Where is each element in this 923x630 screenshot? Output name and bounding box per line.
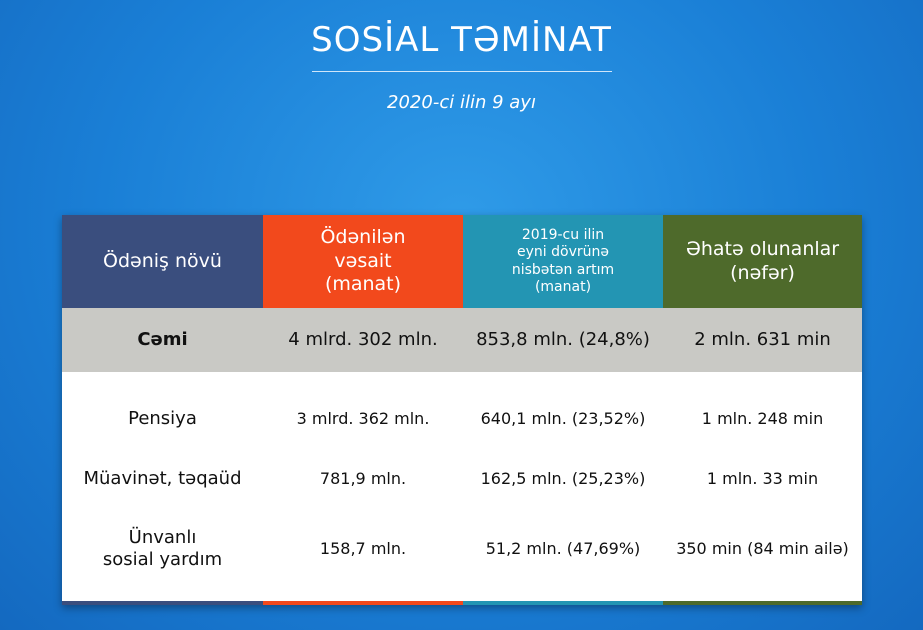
- table: Ödəniş növü Ödənilən vəsait (manat) 2019-cu …: [62, 215, 862, 605]
- cell-text: 781,9 mln.: [319, 469, 407, 488]
- header-bg: [463, 215, 663, 308]
- cell-text: 158,7 mln.: [319, 539, 407, 558]
- title-rule: [312, 71, 612, 72]
- table-cell: 51,2 mln. (47,69%): [463, 509, 663, 589]
- cell-text: Cəmi: [137, 328, 188, 350]
- cell-text: sosial yardım: [102, 549, 223, 570]
- column-foot: [263, 601, 463, 605]
- header-bg: [263, 215, 463, 308]
- header-text: (nəfər): [730, 261, 795, 284]
- table-cell: 853,8 mln. (24,8%): [463, 308, 663, 372]
- body-bg: [62, 372, 862, 605]
- header-text: vəsait: [334, 249, 392, 272]
- header-bg: [62, 215, 263, 308]
- column-foot: [62, 601, 263, 605]
- column-foot: [663, 601, 862, 605]
- table-cell: 3 mlrd. 362 mln.: [263, 389, 463, 449]
- header-bg: [663, 215, 862, 308]
- cell-text: 350 min (84 min ailə): [676, 539, 849, 558]
- cell-text: 162,5 mln. (25,23%): [480, 469, 646, 488]
- header-cell: Ödəniş növü: [62, 215, 263, 308]
- table-cell: Pensiya: [62, 389, 263, 449]
- header-text: eyni dövrünə: [517, 244, 609, 260]
- header-cell: 2019-cu ilin eyni dövrünə nisbətən artım (m…: [463, 215, 663, 308]
- table-cell: 1 mln. 248 min: [663, 389, 862, 449]
- cell-text: Pensiya: [128, 407, 197, 429]
- cell-text: 1 mln. 248 min: [701, 409, 824, 428]
- title: SOSİAL TƏMİNAT: [311, 20, 612, 60]
- table-cell: 2 mln. 631 min: [663, 308, 862, 372]
- header-text: (manat): [534, 279, 592, 295]
- header-text: Əhatə olunanlar: [685, 237, 840, 260]
- header-text: (manat): [324, 273, 402, 296]
- cell-text: 1 mln. 33 min: [706, 469, 819, 488]
- column-foot: [463, 601, 663, 605]
- table-cell: Müavinət, təqaüd: [62, 449, 263, 509]
- table-cell: 162,5 mln. (25,23%): [463, 449, 663, 509]
- table-cell: 1 mln. 33 min: [663, 449, 862, 509]
- cell-text: Müavinət, təqaüd: [83, 467, 242, 489]
- total-row-bg: [62, 308, 862, 372]
- cell-text: 853,8 mln. (24,8%): [476, 328, 650, 350]
- table-cell: Ünvanlı sosial yardım: [62, 509, 263, 589]
- cell-text: Ünvanlı: [128, 526, 197, 548]
- header-text: nisbətən artım: [511, 261, 615, 278]
- cell-text: 51,2 mln. (47,69%): [485, 539, 641, 558]
- cell-text: 640,1 mln. (23,52%): [480, 409, 646, 428]
- table-cell: 640,1 mln. (23,52%): [463, 389, 663, 449]
- table-cell: 781,9 mln.: [263, 449, 463, 509]
- table-cell: 4 mlrd. 302 mln.: [263, 308, 463, 372]
- cell-text: 2 mln. 631 min: [694, 328, 831, 350]
- header-text: Ödənilən: [320, 225, 406, 248]
- cell-text: 3 mlrd. 362 mln.: [296, 409, 430, 428]
- header-text: 2019-cu ilin: [521, 226, 605, 243]
- table-cell: 158,7 mln.: [263, 509, 463, 589]
- header-cell: Ödənilən vəsait (manat): [263, 215, 463, 308]
- header-cell: Əhatə olunanlar (nəfər): [663, 215, 862, 308]
- table-cell: 350 min (84 min ailə): [663, 509, 862, 589]
- header-text: Ödəniş növü: [103, 249, 222, 272]
- table-cell: Cəmi: [62, 308, 263, 372]
- cell-text: 4 mlrd. 302 mln.: [288, 328, 438, 350]
- subtitle: 2020-ci ilin 9 ayı: [387, 92, 536, 113]
